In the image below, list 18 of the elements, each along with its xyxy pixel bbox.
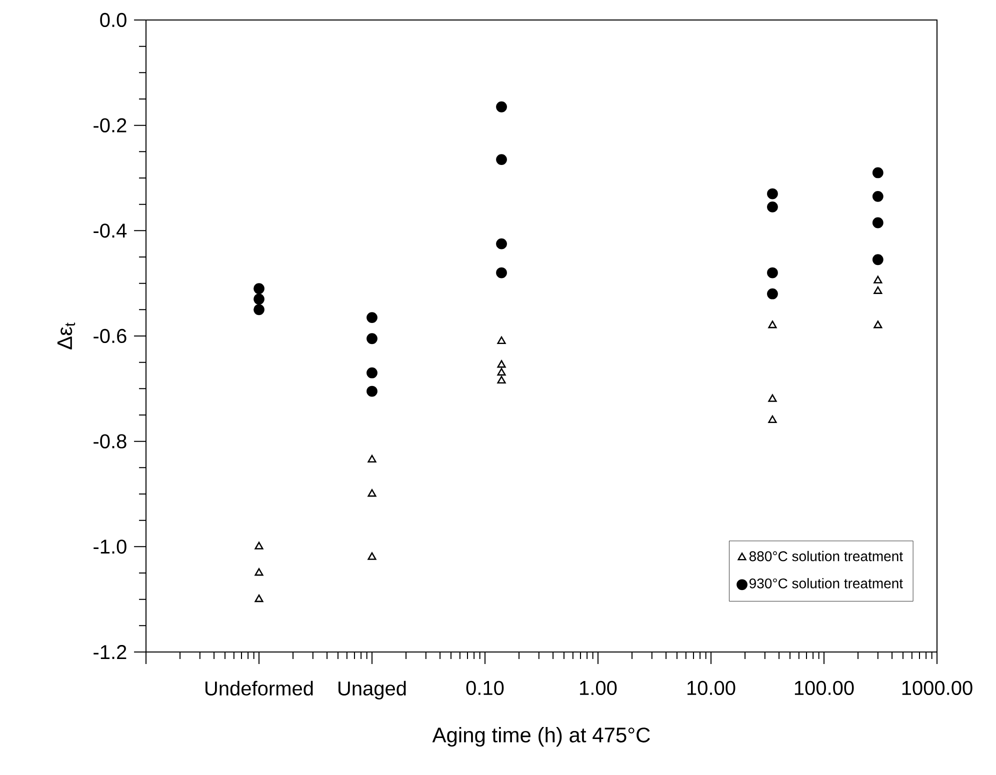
y-tick-label: -1.2	[94, 645, 126, 659]
x-tick-label: 10.00	[687, 680, 736, 695]
x-axis-title: Aging time (h) at 475°C	[432, 727, 650, 747]
legend-label: 930°C solution treatment	[749, 578, 903, 588]
y-tick-label: -0.2	[94, 118, 126, 132]
y-tick-label: -0.4	[94, 224, 127, 238]
x-tick-label: 100.00	[794, 680, 854, 695]
y-tick-label: -1.0	[94, 540, 126, 554]
x-tick-label: Unaged	[338, 680, 406, 700]
y-tick-label: -0.8	[94, 434, 126, 448]
legend-label: 880°C solution treatment	[749, 550, 903, 562]
x-tick-label: Undeformed	[206, 680, 313, 696]
y-tick-label: 0.0	[100, 12, 126, 28]
x-tick-label: 0.10	[466, 680, 504, 695]
y-tick-label: -0.6	[94, 328, 126, 344]
y-axis-title: Δε$_{t}$	[57, 322, 76, 350]
x-tick-label: 1.00	[580, 680, 617, 695]
x-tick-label: 1000.00	[902, 680, 972, 695]
